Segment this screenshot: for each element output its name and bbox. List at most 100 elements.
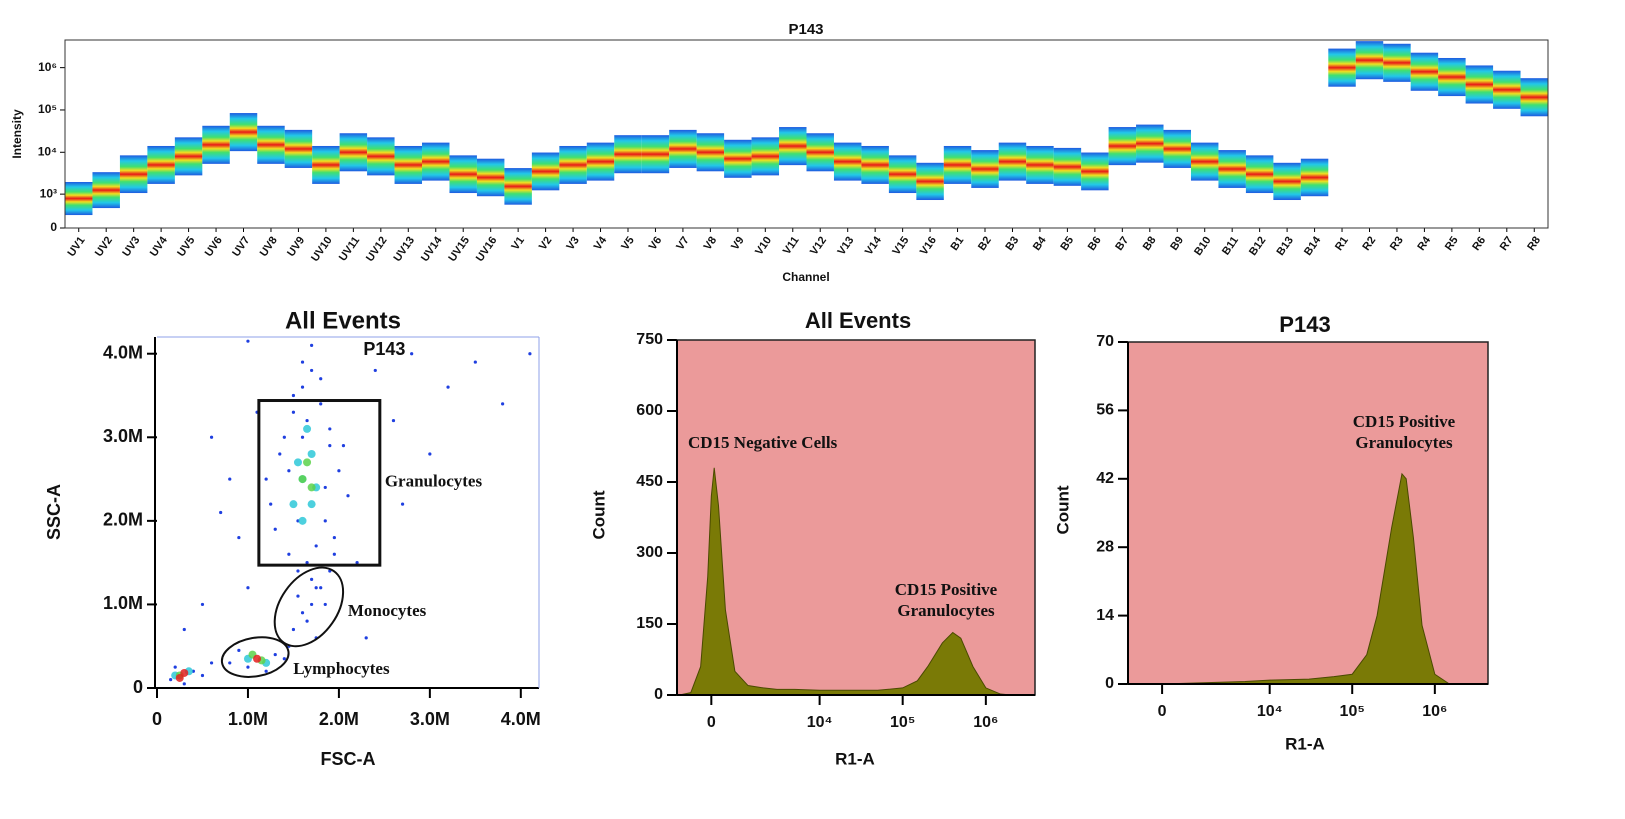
x-tick-label: 3.0M bbox=[410, 709, 450, 729]
y-axis-label: Count bbox=[1053, 485, 1072, 534]
intensity-band bbox=[614, 135, 642, 174]
x-tick-label: B5 bbox=[1058, 235, 1076, 253]
x-tick-label: V2 bbox=[537, 235, 555, 253]
scatter-point bbox=[341, 444, 346, 448]
intensity-band bbox=[916, 162, 944, 201]
scatter-point bbox=[287, 552, 291, 556]
intensity-band bbox=[833, 142, 862, 181]
scatter-point bbox=[273, 652, 277, 657]
intensity-band bbox=[339, 133, 368, 172]
scatter-point bbox=[310, 602, 314, 607]
scatter-point bbox=[219, 510, 223, 515]
x-tick-label: B11 bbox=[1220, 235, 1241, 258]
gate-ellipse bbox=[220, 636, 290, 678]
annotation: CD15 Negative Cells bbox=[688, 433, 838, 452]
scatter-point bbox=[209, 661, 214, 665]
x-axis-label: FSC-A bbox=[321, 749, 376, 769]
intensity-band bbox=[971, 150, 999, 188]
scatter-point bbox=[246, 665, 250, 669]
x-tick-label: 10⁴ bbox=[1257, 703, 1283, 720]
scatter-point bbox=[328, 427, 332, 431]
y-tick-label: 750 bbox=[636, 331, 663, 348]
y-tick-label: 300 bbox=[636, 544, 663, 561]
intensity-band bbox=[284, 129, 313, 168]
scatter-point bbox=[296, 594, 300, 598]
intensity-band bbox=[1520, 78, 1548, 117]
intensity-band bbox=[504, 168, 532, 205]
x-tick-label: 10⁴ bbox=[807, 714, 833, 731]
chart-title: P143 bbox=[1279, 312, 1330, 337]
y-tick-label: 28 bbox=[1096, 538, 1114, 555]
scatter-point bbox=[323, 485, 327, 490]
x-tick-label: 10⁶ bbox=[973, 714, 998, 731]
scatter-point bbox=[228, 477, 232, 481]
scatter-point bbox=[264, 669, 268, 673]
intensity-band bbox=[724, 139, 752, 178]
intensity-band bbox=[1355, 41, 1384, 80]
x-tick-label: B2 bbox=[976, 235, 994, 253]
plot-background bbox=[1128, 342, 1488, 684]
chart-title: All Events bbox=[285, 307, 401, 334]
intensity-band bbox=[367, 137, 395, 176]
gate-name: P143 bbox=[363, 339, 405, 359]
scatter-point bbox=[303, 458, 312, 467]
x-tick-label: R2 bbox=[1360, 235, 1378, 253]
x-tick-label: 10⁵ bbox=[890, 714, 915, 731]
intensity-band bbox=[1190, 142, 1219, 181]
y-tick-label: 70 bbox=[1096, 333, 1114, 350]
intensity-band bbox=[696, 133, 725, 172]
scatter-point bbox=[410, 352, 414, 356]
intensity-band bbox=[202, 125, 230, 164]
scatter-point bbox=[273, 527, 277, 531]
plot-background bbox=[677, 340, 1035, 695]
scatter-point bbox=[278, 452, 282, 456]
scatter-point bbox=[355, 561, 359, 565]
scatter-point bbox=[310, 368, 314, 373]
y-tick-label: 14 bbox=[1096, 607, 1114, 624]
x-tick-label: UV3 bbox=[120, 235, 142, 259]
x-tick-label: B3 bbox=[1003, 235, 1021, 253]
intensity-band bbox=[1273, 162, 1301, 201]
scatter-point bbox=[310, 577, 314, 581]
scatter-point bbox=[332, 552, 336, 556]
y-tick-label: 56 bbox=[1096, 402, 1114, 419]
scatter-point bbox=[446, 385, 450, 389]
x-tick-label: 10⁵ bbox=[1340, 703, 1365, 720]
x-tick-label: R6 bbox=[1470, 235, 1488, 253]
scatter-point bbox=[300, 385, 305, 389]
intensity-band bbox=[1300, 158, 1329, 197]
scatter-point bbox=[400, 502, 405, 506]
x-tick-label: UV9 bbox=[285, 235, 307, 259]
x-tick-label: B7 bbox=[1113, 235, 1131, 253]
scatter-point bbox=[310, 343, 314, 347]
annotation: Granulocytes bbox=[897, 601, 995, 620]
intensity-band bbox=[476, 158, 505, 197]
scatter-point bbox=[182, 682, 186, 686]
scatter-point bbox=[305, 561, 309, 565]
scatter-point bbox=[305, 619, 309, 623]
intensity-band bbox=[531, 152, 560, 191]
intensity-band bbox=[559, 145, 587, 184]
x-tick-label: B4 bbox=[1031, 234, 1049, 253]
scatter-point bbox=[373, 368, 377, 373]
scatter-point bbox=[298, 516, 307, 525]
scatter-point bbox=[200, 673, 205, 678]
scatter-point bbox=[300, 611, 305, 615]
intensity-band bbox=[147, 145, 175, 184]
y-tick-label: 10⁴ bbox=[38, 144, 57, 158]
scatter-point bbox=[182, 627, 186, 632]
y-tick-label: 10⁵ bbox=[38, 102, 57, 116]
x-tick-label: B1 bbox=[948, 235, 966, 253]
x-tick-label: V11 bbox=[781, 235, 802, 257]
annotation: CD15 Positive bbox=[1353, 412, 1456, 431]
histogram-area bbox=[1130, 472, 1452, 685]
scatter-point bbox=[323, 519, 327, 523]
x-tick-label: B14 bbox=[1302, 234, 1324, 258]
y-tick-label: 150 bbox=[636, 615, 663, 632]
x-tick-label: 1.0M bbox=[228, 709, 268, 729]
x-tick-label: UV10 bbox=[309, 235, 335, 264]
scatter-point bbox=[253, 654, 262, 663]
y-axis-label: Intensity bbox=[10, 109, 24, 159]
x-tick-label: B6 bbox=[1086, 235, 1104, 253]
